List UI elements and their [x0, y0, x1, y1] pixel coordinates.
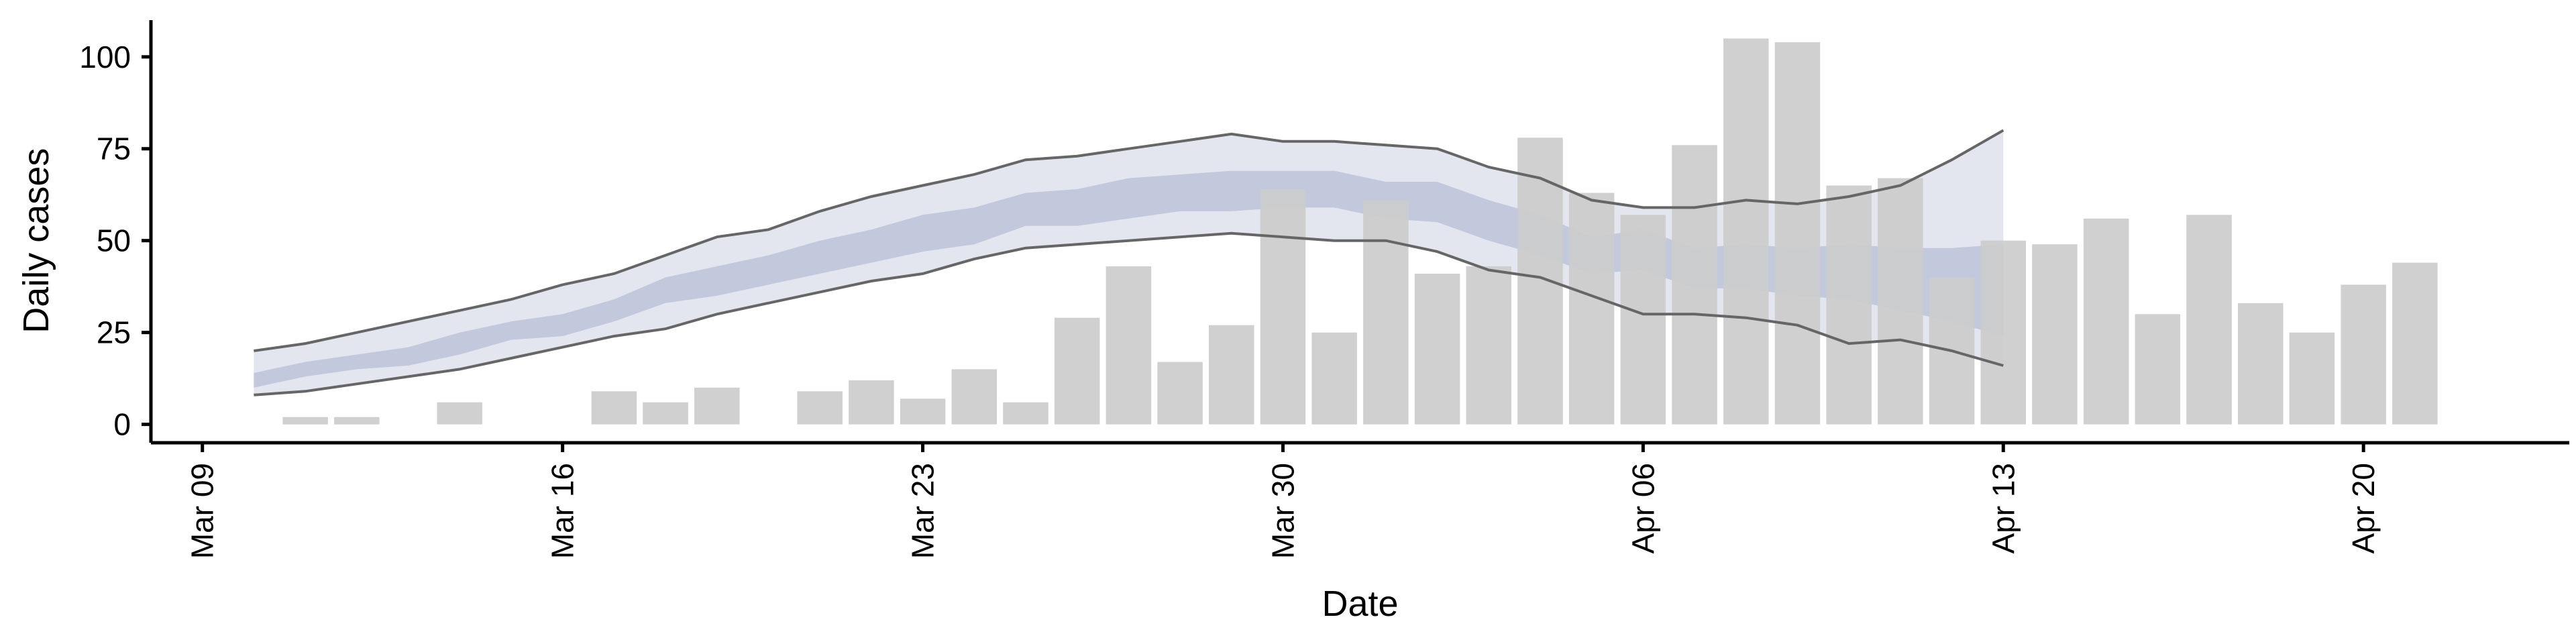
bar-2020-03-11 [282, 417, 328, 425]
x-tick-label: Apr 06 [1625, 463, 1660, 554]
bar-2020-04-19 [2289, 332, 2335, 425]
bar-2020-03-27 [1106, 266, 1152, 425]
bar-2020-03-25 [1003, 402, 1049, 425]
y-axis-ticks: 0 25 50 75 100 [79, 40, 151, 442]
bar-2020-03-31 [1311, 332, 1357, 425]
projection-bound-lines [254, 129, 2004, 396]
bar-2020-04-05 [1568, 193, 1615, 425]
bar-2020-04-02 [1414, 274, 1460, 425]
inner-projection-band [254, 170, 2004, 388]
x-tick-label: Mar 30 [1265, 463, 1300, 559]
bar-2020-03-12 [334, 417, 380, 425]
bar-2020-04-08 [1723, 38, 1769, 425]
x-tick-label: Apr 13 [1986, 463, 2021, 554]
bar-2020-04-14 [2032, 244, 2078, 425]
bar-2020-03-28 [1157, 362, 1203, 425]
bar-2020-03-26 [1054, 317, 1100, 425]
y-tick-label: 25 [97, 315, 131, 350]
x-tick-label: Mar 09 [185, 463, 220, 559]
bar-2020-04-03 [1466, 266, 1511, 425]
bar-2020-04-21 [2392, 262, 2438, 425]
bar-2020-03-19 [694, 387, 740, 425]
x-tick-label: Mar 23 [906, 463, 941, 559]
lower-bound-line [254, 231, 2004, 396]
y-tick-label: 75 [97, 131, 131, 166]
y-axis-title: Daily cases [16, 148, 56, 333]
x-tick-label: Apr 20 [2346, 463, 2381, 554]
bar-2020-03-21 [797, 391, 843, 425]
bar-2020-04-13 [1980, 240, 2026, 425]
axes: 0 25 50 75 100 Mar 09 Mar 16 Mar 23 Mar 30 Apr 0… [79, 20, 2569, 559]
daily-case-bars [282, 38, 2438, 425]
bar-2020-04-07 [1672, 145, 1717, 425]
bar-2020-04-20 [2341, 284, 2386, 425]
bar-2020-04-15 [2083, 218, 2129, 425]
projection-bands [254, 130, 2004, 395]
bar-2020-03-17 [591, 391, 637, 425]
bar-2020-03-29 [1209, 325, 1254, 425]
bar-2020-03-30 [1260, 189, 1306, 425]
bar-2020-03-14 [437, 402, 482, 425]
bar-2020-04-11 [1878, 178, 1923, 425]
y-tick-label: 50 [97, 223, 131, 258]
bar-2020-04-17 [2186, 215, 2232, 425]
bar-2020-03-24 [951, 369, 997, 425]
y-tick-label: 0 [113, 407, 131, 442]
bar-2020-03-23 [900, 398, 946, 425]
x-axis-title: Date [1322, 584, 1398, 624]
bar-2020-04-06 [1620, 215, 1666, 425]
bar-2020-04-18 [2238, 303, 2284, 425]
y-tick-label: 100 [79, 40, 131, 74]
bar-2020-04-01 [1363, 200, 1409, 425]
bar-2020-04-04 [1517, 138, 1563, 425]
bar-2020-04-09 [1774, 42, 1821, 425]
x-tick-label: Mar 16 [545, 463, 580, 559]
bar-2020-03-18 [643, 402, 688, 425]
upper-bound-line [254, 129, 2004, 352]
bar-2020-04-10 [1826, 185, 1872, 425]
bar-2020-04-16 [2135, 314, 2181, 425]
bar-2020-03-22 [849, 380, 894, 425]
outer-projection-band [254, 130, 2004, 395]
x-axis-ticks: Mar 09 Mar 16 Mar 23 Mar 30 Apr 06 Apr 13 Apr … [185, 443, 2381, 559]
